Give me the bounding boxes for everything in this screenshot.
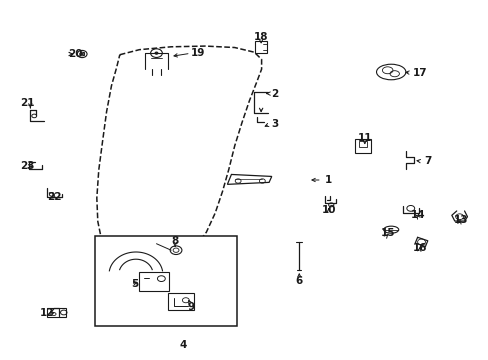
Text: 9: 9 <box>187 302 194 312</box>
Text: 22: 22 <box>47 192 61 202</box>
Bar <box>139 271 168 292</box>
Text: 3: 3 <box>271 119 278 129</box>
Circle shape <box>155 52 158 54</box>
Text: 2: 2 <box>271 89 278 99</box>
Bar <box>255 41 266 53</box>
Text: 4: 4 <box>179 340 187 350</box>
Bar <box>358 141 366 147</box>
Text: 17: 17 <box>412 68 427 78</box>
Text: 16: 16 <box>412 243 427 253</box>
Text: 21: 21 <box>20 98 35 108</box>
Text: 15: 15 <box>380 228 395 238</box>
Text: 5: 5 <box>131 279 138 289</box>
Bar <box>46 308 66 317</box>
Text: 13: 13 <box>452 215 467 225</box>
Bar <box>168 293 193 310</box>
Text: 12: 12 <box>40 308 55 318</box>
Text: 1: 1 <box>325 175 332 185</box>
Bar <box>354 139 370 153</box>
Text: 23: 23 <box>20 161 35 171</box>
Text: 6: 6 <box>295 276 302 286</box>
Text: 7: 7 <box>424 156 431 166</box>
Text: 10: 10 <box>321 204 335 215</box>
Text: 8: 8 <box>171 236 178 246</box>
Text: 19: 19 <box>190 48 204 58</box>
Bar <box>95 236 237 326</box>
Text: 18: 18 <box>253 32 268 42</box>
Text: 14: 14 <box>410 210 425 220</box>
Text: 11: 11 <box>357 132 371 143</box>
Text: 20: 20 <box>68 49 83 59</box>
